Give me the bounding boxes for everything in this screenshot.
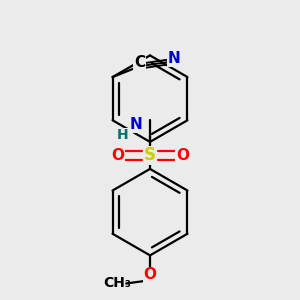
Text: O: O [143,267,157,282]
Text: O: O [111,148,124,163]
Text: N: N [168,51,181,66]
Text: C: C [134,56,145,70]
Text: N: N [130,117,142,132]
Text: CH₃: CH₃ [103,277,131,290]
Text: S: S [144,146,156,164]
Text: H: H [117,128,129,142]
Text: O: O [176,148,189,163]
